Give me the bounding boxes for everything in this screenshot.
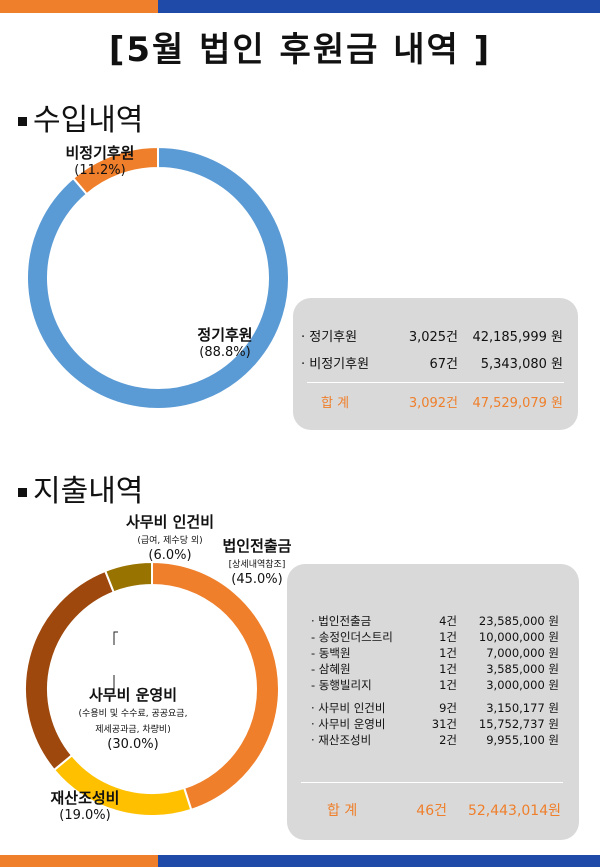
expense-label-ops: 사무비 운영비 (수용비 및 수수료, 공공요금, 제세공과금, 차량비) (3… xyxy=(78,686,188,752)
expense-row-amount: 23,585,000 원 xyxy=(478,614,559,628)
expense-row-amount: 3,585,000 원 xyxy=(486,662,559,676)
bottom-orange-bar xyxy=(0,855,158,867)
expense-label-transfer: 법인전출금 [상세내역참조] (45.0%) xyxy=(222,537,292,587)
expense-row-amount: 3,000,000 원 xyxy=(486,678,559,692)
expense-label-asset: 재산조성비 (19.0%) xyxy=(50,789,120,823)
top-blue-bar xyxy=(158,0,600,13)
divider xyxy=(301,782,563,783)
income-donut-chart xyxy=(26,145,290,410)
expense-row-count: 1건 xyxy=(439,630,457,644)
expense-row-count: 31건 xyxy=(431,717,457,731)
income-row-amount: 5,343,080 원 xyxy=(480,357,563,372)
income-total-amount: 47,529,079 원 xyxy=(472,396,563,411)
expense-heading: 지출내역 xyxy=(18,466,143,510)
expense-row-amount: 15,752,737 원 xyxy=(478,717,559,731)
income-label-irregular: 비정기후원 (11.2%) xyxy=(65,144,135,178)
income-row-label: · 정기후원 xyxy=(301,330,358,345)
slice-irregular-donation xyxy=(71,145,159,196)
expense-row-label: - 삼혜원 xyxy=(311,662,351,676)
expense-row-count: 9건 xyxy=(439,701,457,715)
leader-line xyxy=(113,631,118,645)
expense-row-count: 1건 xyxy=(439,646,457,660)
expense-row-count: 1건 xyxy=(439,662,457,676)
income-total-count: 3,092건 xyxy=(408,396,458,411)
expense-row-label: - 동백원 xyxy=(311,646,351,660)
income-summary-box: · 정기후원 3,025건 42,185,999 원 · 비정기후원 67건 5… xyxy=(293,298,578,430)
bottom-blue-bar xyxy=(158,855,600,867)
expense-summary-box: · 법인전출금 4건 23,585,000 원 - 송정인더스트리 1건 10,000,0… xyxy=(287,564,579,840)
income-row-count: 67건 xyxy=(429,357,458,372)
page-title: [5월 법인 후원금 내역 ] xyxy=(108,30,492,70)
income-heading: 수입내역 xyxy=(18,95,143,139)
expense-row-amount: 10,000,000 원 xyxy=(478,630,559,644)
income-label-regular: 정기후원 (88.8%) xyxy=(197,326,253,360)
income-total-label: 합 계 xyxy=(321,396,350,411)
expense-row-label: - 송정인더스트리 xyxy=(311,630,393,644)
expense-row-count: 1건 xyxy=(439,678,457,692)
divider xyxy=(307,382,564,383)
expense-row-amount: 3,150,177 원 xyxy=(486,701,559,715)
top-orange-bar xyxy=(0,0,158,13)
expense-row-label: · 사무비 인건비 xyxy=(311,701,386,715)
income-row-amount: 42,185,999 원 xyxy=(472,330,563,345)
expense-label-labor: 사무비 인건비 (급여, 제수당 외) (6.0%) xyxy=(125,513,215,563)
expense-row-amount: 9,955,100 원 xyxy=(486,733,559,747)
expense-total-label: 합 계 xyxy=(327,803,358,819)
expense-row-label: · 법인전출금 xyxy=(311,614,372,628)
expense-row-label: · 사무비 운영비 xyxy=(311,717,386,731)
expense-donut-chart xyxy=(24,560,280,817)
expense-total-count: 46건 xyxy=(416,803,447,819)
expense-row-count: 4건 xyxy=(439,614,457,628)
slice-regular-donation xyxy=(26,145,290,410)
income-row-label: · 비정기후원 xyxy=(301,357,370,372)
expense-row-count: 2건 xyxy=(439,733,457,747)
bullet-square-icon xyxy=(18,488,27,497)
expense-row-label: - 동행빌리지 xyxy=(311,678,372,692)
expense-total-amount: 52,443,014원 xyxy=(467,803,561,819)
income-row-count: 3,025건 xyxy=(408,330,458,345)
slice-office-labor xyxy=(103,560,153,594)
expense-row-amount: 7,000,000 원 xyxy=(486,646,559,660)
bullet-square-icon xyxy=(18,117,27,126)
expense-row-label: · 재산조성비 xyxy=(311,733,372,747)
